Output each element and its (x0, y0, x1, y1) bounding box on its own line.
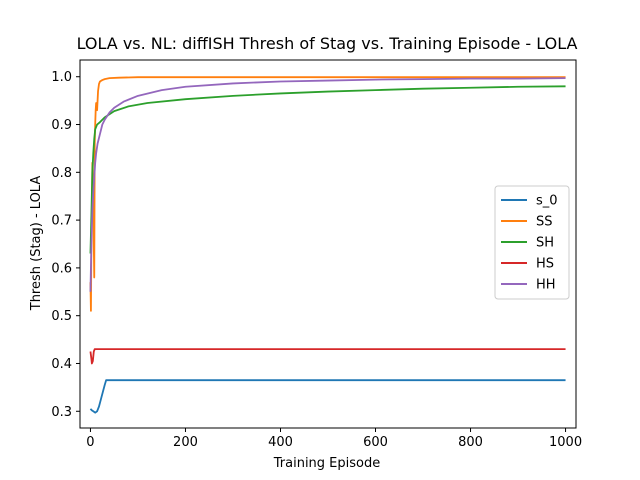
x-tick-label: 800 (458, 435, 483, 450)
legend: s_0 SS SH HS HH (494, 185, 570, 300)
y-tick-label: 0.5 (51, 309, 72, 324)
x-tick-label: 200 (173, 435, 198, 450)
x-axis: 0 200 400 600 800 1000 (86, 428, 582, 450)
x-tick-label: 0 (86, 435, 94, 450)
y-tick-label: 0.4 (51, 357, 72, 372)
axes-frame (79, 59, 577, 429)
x-tick-label: 1000 (549, 435, 582, 450)
series-line-sh (89, 85, 566, 254)
series-line-s_0 (89, 379, 566, 414)
legend-box (494, 185, 570, 300)
series-line-hh (89, 77, 566, 292)
legend-label-s_0: s_0 (536, 194, 558, 209)
y-axis-label: Thresh (Stag) - LOLA (29, 176, 44, 312)
series-line-hs (89, 348, 566, 365)
legend-label-sh: SH (536, 236, 554, 251)
x-tick-label: 400 (268, 435, 293, 450)
y-tick-label: 0.7 (51, 214, 72, 229)
chart-title: LOLA vs. NL: diffISH Thresh of Stag vs. … (77, 34, 578, 53)
x-tick-label: 600 (363, 435, 388, 450)
legend-label-ss: SS (536, 215, 553, 230)
y-tick-label: 0.6 (51, 261, 72, 276)
x-axis-label: Training Episode (273, 456, 380, 471)
y-tick-label: 0.9 (51, 118, 72, 133)
legend-label-hh: HH (536, 278, 556, 293)
y-axis: 0.3 0.4 0.5 0.6 0.7 0.8 0.9 1.0 (51, 70, 80, 420)
legend-label-hs: HS (536, 257, 554, 272)
plot-area (79, 59, 577, 429)
y-tick-label: 1.0 (51, 70, 72, 85)
y-tick-label: 0.3 (51, 405, 72, 420)
y-tick-label: 0.8 (51, 166, 72, 181)
